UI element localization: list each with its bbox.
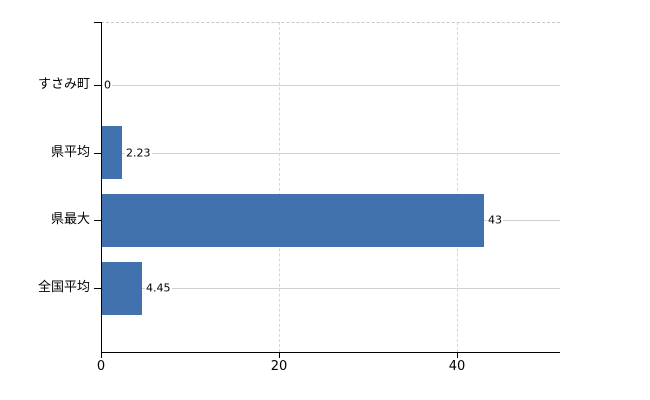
- bar: [102, 262, 142, 315]
- value-label: 43: [487, 213, 503, 227]
- v-gridline: [279, 22, 280, 352]
- y-axis-line: [101, 22, 102, 352]
- x-tick-label: 0: [96, 359, 106, 374]
- value-label: 0: [103, 78, 112, 92]
- chart-top-border: [101, 22, 560, 23]
- y-tick: [94, 85, 101, 86]
- y-tick: [94, 220, 101, 221]
- x-tick-label: 20: [270, 359, 288, 374]
- value-label: 4.45: [145, 281, 172, 295]
- h-gridline: [101, 153, 560, 154]
- y-axis-top-tick: [94, 22, 101, 23]
- x-tick: [279, 353, 280, 358]
- h-gridline: [101, 288, 560, 289]
- v-gridline: [457, 22, 458, 352]
- category-label: 県最大: [50, 212, 90, 228]
- x-axis-line: [101, 352, 560, 353]
- bar: [102, 194, 484, 247]
- x-tick-label: 40: [448, 359, 466, 374]
- bar: [102, 126, 122, 179]
- value-label: 2.23: [125, 146, 152, 160]
- category-label: 全国平均: [37, 280, 90, 296]
- h-gridline: [101, 85, 560, 86]
- y-tick: [94, 153, 101, 154]
- y-tick: [94, 288, 101, 289]
- x-tick: [101, 353, 102, 358]
- category-label: 県平均: [50, 145, 90, 161]
- category-label: すさみ町: [37, 77, 90, 93]
- x-tick: [457, 353, 458, 358]
